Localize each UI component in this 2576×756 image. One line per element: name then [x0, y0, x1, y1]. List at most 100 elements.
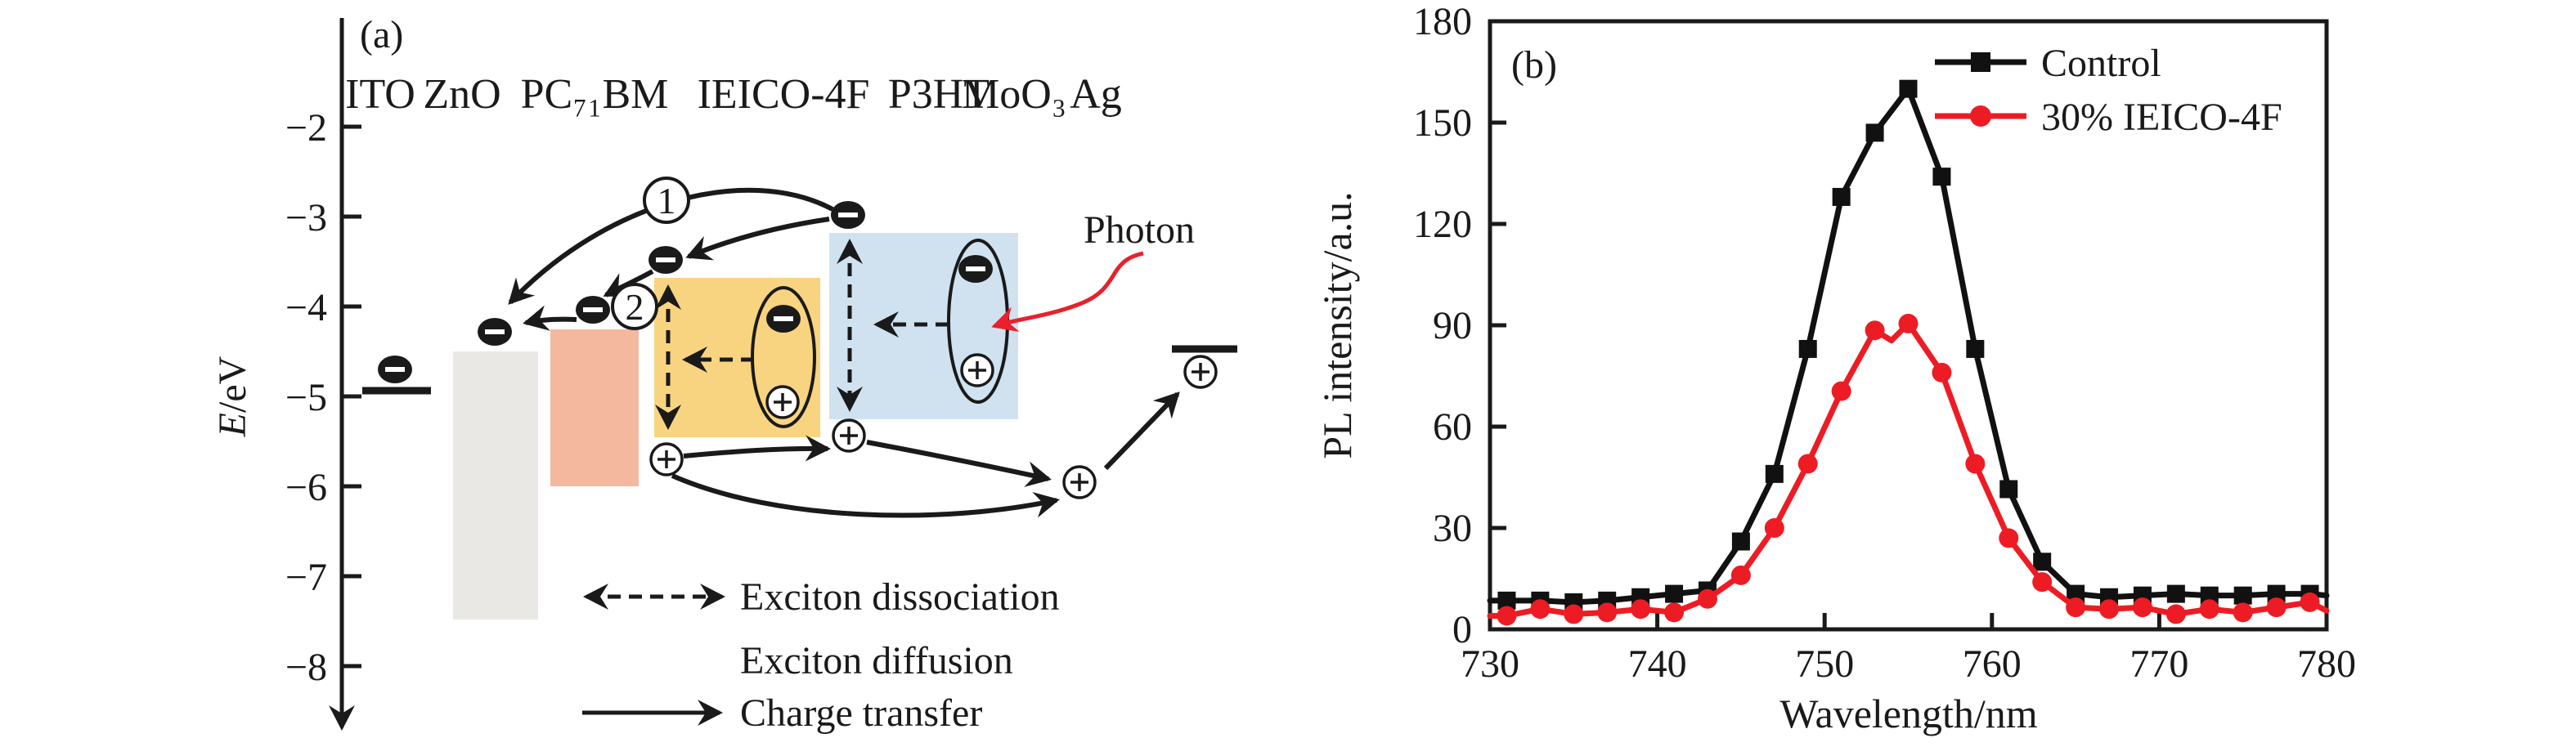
electron-icon	[648, 246, 683, 274]
data-point-square	[1665, 584, 1684, 603]
legend-charge-transfer-label: Charge transfer	[740, 691, 982, 735]
data-point-square	[1731, 532, 1750, 551]
electron-icon	[378, 356, 412, 383]
x-axis-title: Wavelength/nm	[1779, 691, 2037, 736]
material-label-ieico4f: IEICO-4F	[698, 71, 870, 118]
data-point-square	[2067, 584, 2085, 603]
panel-a-legend: Exciton dissociation Exciton diffusion C…	[582, 575, 1060, 735]
y-tick-label: 90	[1433, 304, 1472, 347]
legend-circle-marker-icon	[1970, 105, 1991, 127]
legend-control-label: Control	[2041, 42, 2161, 85]
hole-icon	[960, 353, 994, 387]
exciton-dashed-arrows	[655, 239, 949, 430]
pc71bm-energy-box	[550, 329, 639, 486]
x-tick-label: 730	[1461, 642, 1519, 686]
ieico4f-energy-box	[654, 278, 820, 437]
data-point-square	[1798, 339, 1817, 358]
energy-axis-tick-labels: −2 −3 −4 −5 −6 −7 −8	[285, 106, 327, 689]
exciton-ellipse-ieico	[751, 286, 816, 428]
hole-icon	[649, 442, 684, 476]
tick-label: −5	[285, 376, 327, 419]
tick-label: −7	[285, 556, 327, 599]
x-tick-label: 780	[2297, 642, 2356, 686]
data-point-square	[1999, 480, 2018, 499]
hole-transfer-arrow-3	[671, 473, 1060, 518]
electron-icon	[478, 318, 512, 346]
data-point-circle	[2266, 597, 2287, 618]
data-point-circle	[1865, 320, 1885, 341]
tick-label: −8	[285, 646, 327, 689]
y-tick-label: 120	[1413, 203, 1472, 246]
hole-icon	[832, 418, 866, 453]
legend-square-marker-icon	[1971, 52, 1990, 72]
material-label-ito: ITO	[345, 71, 415, 118]
legend-ieico-label: 30% IEICO-4F	[2041, 96, 2282, 139]
electron-transfer-arrow-4	[523, 305, 577, 331]
panel-b-legend: Control 30% IEICO-4F	[1935, 42, 2282, 139]
electron-icon	[958, 255, 993, 283]
panel-a: −2 −3 −4 −5 −6 −7 −8 E/eV (a) ITO ZnO PC…	[211, 13, 1237, 735]
data-point-circle	[1564, 604, 1584, 624]
data-point-circle	[2165, 604, 2186, 624]
data-point-circle	[1730, 565, 1751, 585]
data-point-circle	[1664, 602, 1685, 623]
panel-a-label: (a)	[360, 13, 403, 56]
tick-label: −6	[285, 466, 327, 509]
y-tick-label: 150	[1413, 101, 1472, 145]
hole-transfer-arrow-1	[683, 435, 831, 462]
material-labels: ITO ZnO PC₇₁BM IEICO-4F P3HT MoO₃ Ag	[345, 71, 1122, 118]
material-label-pc71bm: PC₇₁BM	[521, 71, 669, 118]
energy-axis-ticks	[342, 124, 361, 669]
data-point-square	[1765, 464, 1784, 483]
data-point-square	[2033, 552, 2052, 571]
panel-b-label: (b)	[1511, 43, 1557, 87]
material-label-ag: Ag	[1070, 71, 1122, 118]
y-axis-title: PL intensity/a.u.	[1314, 191, 1360, 459]
energy-axis-title: E/eV	[211, 356, 254, 437]
panel-b: (b) PL intensity/a.u. Wavelength/nm 730 7…	[1314, 0, 2356, 736]
data-point-square	[1966, 339, 1985, 358]
data-point-circle	[2066, 597, 2086, 618]
electron-icon	[766, 305, 801, 333]
data-point-circle	[2233, 602, 2253, 623]
x-tick-label: 750	[1795, 642, 1854, 686]
photon-label: Photon	[1084, 208, 1195, 252]
data-point-square	[2200, 586, 2219, 605]
data-point-circle	[1497, 606, 1517, 626]
electron-transfer-arrow-2	[685, 217, 830, 261]
data-point-circle	[2199, 599, 2219, 620]
tick-label: −2	[285, 106, 327, 150]
tick-label: −4	[285, 286, 327, 329]
zno-energy-box	[453, 351, 538, 620]
legend-exciton-dissociation-label: Exciton dissociation	[740, 575, 1060, 619]
data-point-circle	[2099, 599, 2120, 620]
hole-icon	[1062, 465, 1097, 499]
material-label-zno: ZnO	[423, 71, 500, 118]
electron-icon	[831, 201, 865, 229]
data-point-circle	[1797, 454, 1818, 474]
data-point-square	[1497, 591, 1516, 610]
data-point-circle	[1631, 599, 1651, 620]
data-point-circle	[1764, 518, 1784, 538]
material-label-moo3: MoO₃	[962, 71, 1066, 118]
data-point-circle	[1831, 381, 1851, 401]
data-point-square	[1932, 168, 1951, 186]
step-2-number: 2	[626, 286, 644, 328]
data-point-circle	[1597, 602, 1618, 623]
legend-exciton-diffusion-label: Exciton diffusion	[740, 639, 1013, 682]
data-point-square	[1832, 187, 1851, 206]
series-line-circle	[1487, 320, 2330, 619]
data-point-square	[2166, 584, 2185, 603]
data-point-square	[2267, 584, 2286, 603]
x-tick-label: 760	[1963, 642, 2022, 686]
step-1-badge: 1	[643, 177, 690, 224]
data-point-square	[1899, 79, 1918, 98]
data-point-circle	[1965, 454, 1986, 474]
y-tick-label: 180	[1413, 0, 1472, 43]
data-point-circle	[1697, 588, 1717, 609]
material-label-p3ht: P3HT	[888, 71, 990, 118]
x-tick-label: 770	[2129, 642, 2188, 686]
hole-icon	[765, 385, 800, 419]
